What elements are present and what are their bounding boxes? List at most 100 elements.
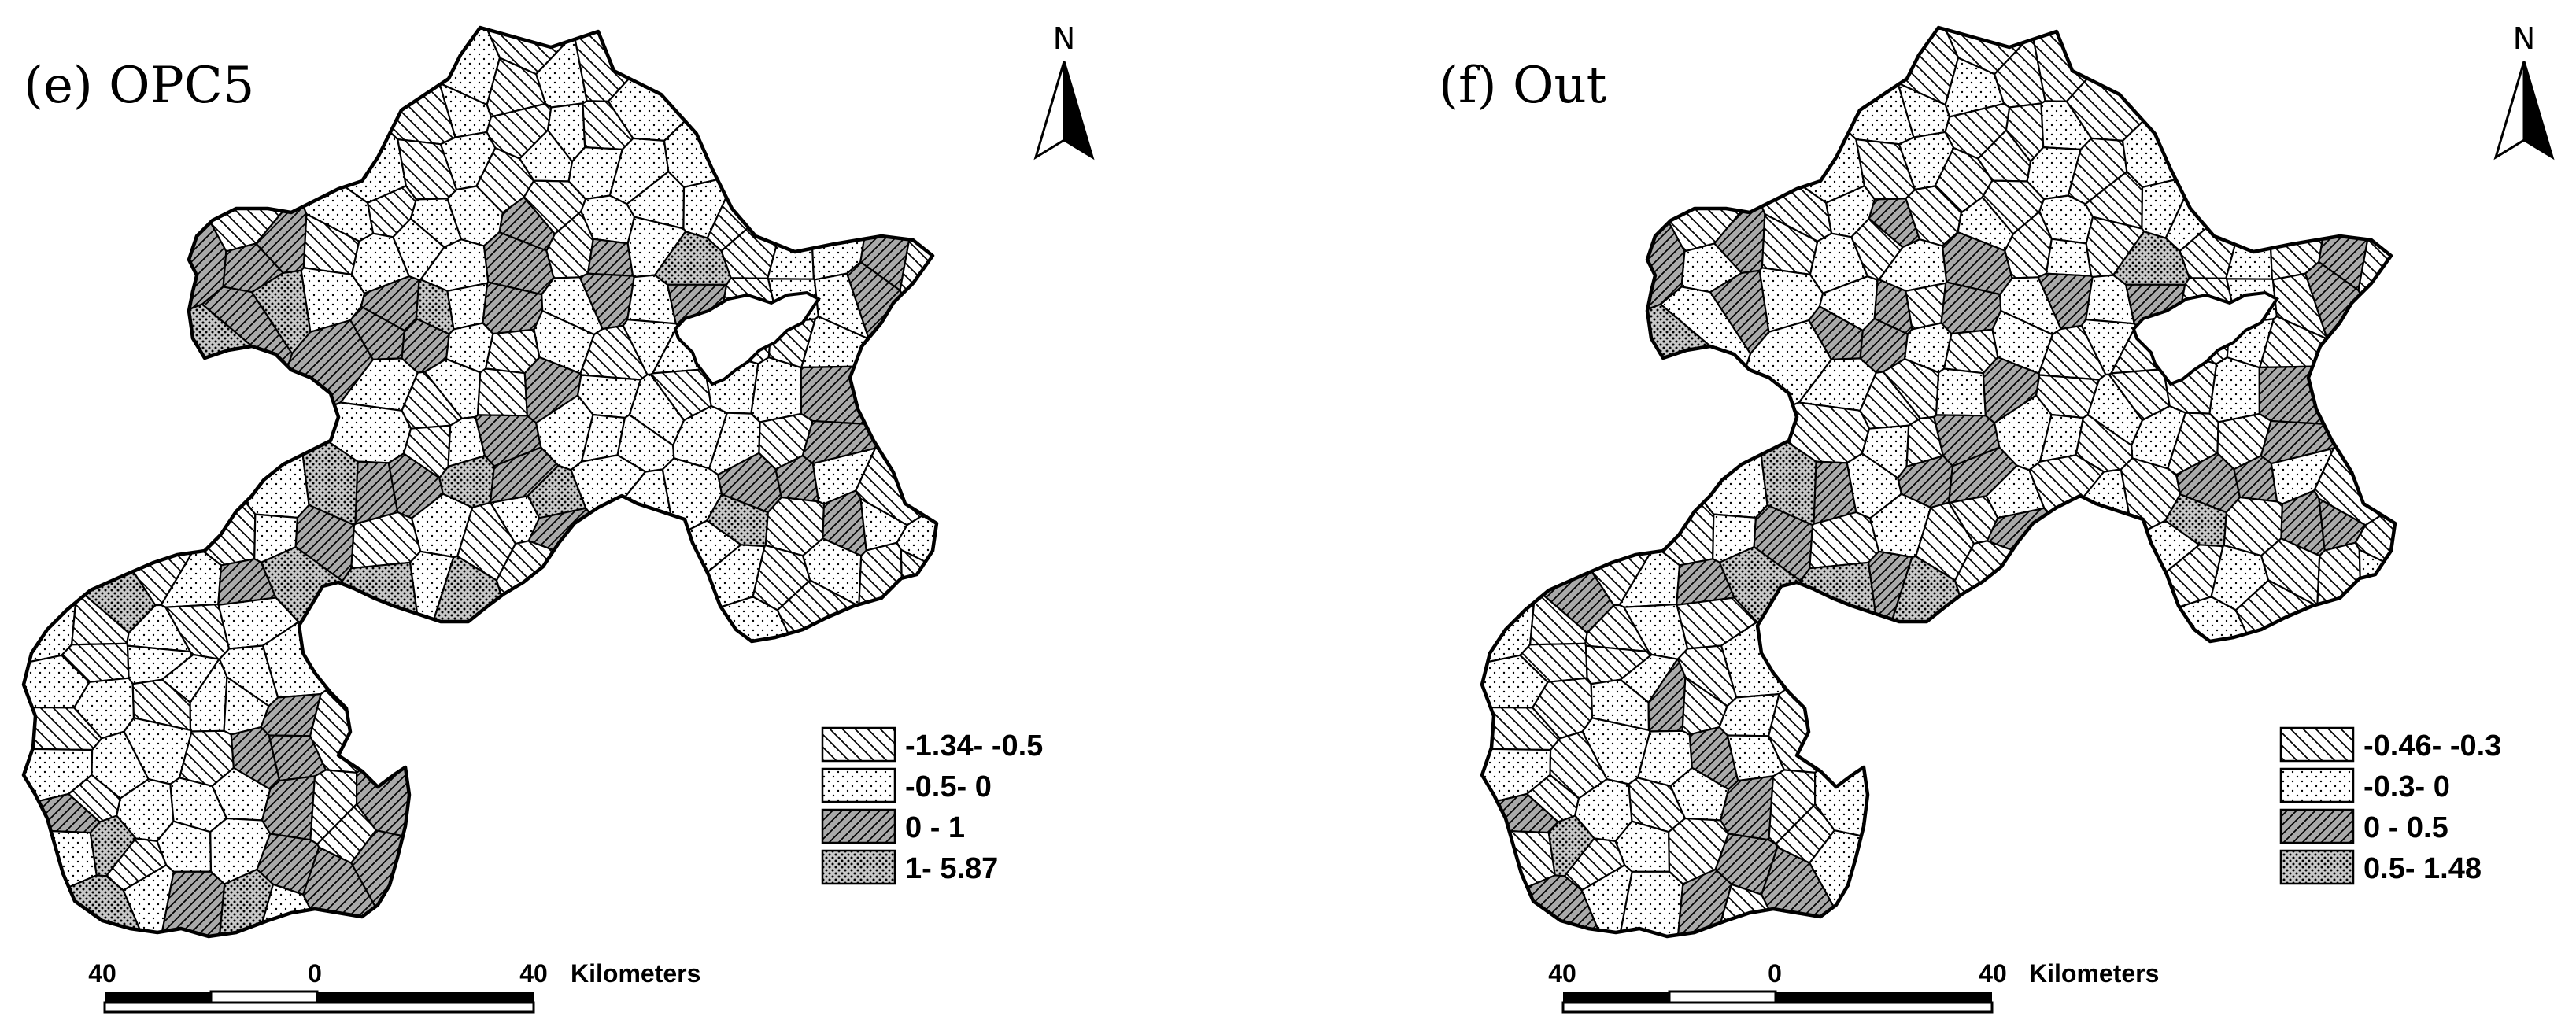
- district-region: [2045, 238, 2093, 277]
- legend-swatch: [2279, 767, 2355, 803]
- district-region: [776, 579, 918, 734]
- district-region: [1768, 659, 1909, 774]
- legend-item: 1- 5.87: [821, 849, 998, 885]
- reservoir-lake: [673, 290, 821, 386]
- district-region: [2234, 579, 2377, 734]
- legend-item: 0 - 0.5: [2279, 808, 2448, 844]
- north-arrow: N: [2493, 21, 2555, 161]
- legend-swatch: [821, 767, 896, 803]
- district-region: [855, 387, 937, 526]
- district-region: [495, 540, 635, 692]
- district-region: [1654, 412, 1768, 519]
- scale-mid-label: 0: [308, 959, 322, 988]
- scale-left-label: 40: [88, 959, 116, 988]
- district-region: [446, 282, 489, 331]
- legend-item: -1.34- -0.5: [821, 726, 1043, 763]
- legend-label: -1.34- -0.5: [905, 729, 1043, 763]
- district-region: [1905, 282, 1947, 331]
- district-region: [858, 541, 906, 695]
- north-arrow-label: N: [2513, 21, 2535, 56]
- scale-unit-label: Kilometers: [2029, 959, 2159, 988]
- scale-right-label: 40: [1979, 959, 2007, 988]
- district-region: [1602, 439, 1715, 567]
- panel-title: (e) OPC5: [24, 57, 254, 115]
- district-region: [750, 356, 802, 423]
- legend-label: -0.3- 0: [2363, 770, 2450, 803]
- district-region: [1482, 825, 1556, 936]
- map-panel-f: (f) Out N -0.46- -0.3 -0.3- 0 0 - 0.5: [1439, 21, 2555, 1014]
- district-region: [1720, 57, 1865, 204]
- legend-swatch: [821, 726, 896, 763]
- district-region: [2358, 548, 2395, 694]
- reservoir-lake: [2131, 290, 2279, 386]
- district-region: [800, 364, 937, 427]
- legend-item: -0.3- 0: [2279, 767, 2450, 803]
- legend-label: -0.46- -0.3: [2363, 729, 2501, 763]
- district-region: [1793, 561, 1883, 686]
- district-region: [2354, 436, 2395, 623]
- scale-unit-label: Kilometers: [571, 959, 700, 988]
- legend-item: -0.5- 0: [821, 767, 992, 803]
- district-region: [262, 57, 407, 204]
- district-region: [2313, 387, 2395, 526]
- study-area-boundary: [1480, 25, 2397, 939]
- district-region: [2258, 364, 2395, 427]
- district-region: [607, 28, 770, 142]
- legend-label: 1- 5.87: [905, 852, 998, 885]
- scale-mid-label: 0: [1768, 959, 1782, 988]
- legend-item: 0 - 1: [821, 808, 965, 844]
- district-region: [1482, 706, 1561, 751]
- legend-swatch: [2279, 726, 2355, 763]
- district-region: [2357, 137, 2395, 391]
- north-arrow-label: N: [1053, 21, 1075, 56]
- district-region: [706, 108, 829, 253]
- district-region: [586, 238, 634, 277]
- district-region: [2164, 108, 2287, 253]
- district-region: [1935, 367, 1987, 417]
- district-region: [314, 28, 456, 146]
- district-region: [896, 436, 937, 623]
- legend-item: -0.46- -0.3: [2279, 726, 2501, 763]
- district-region: [1482, 498, 1536, 684]
- legend-swatch: [821, 849, 896, 885]
- map-panel-e: (e) OPC5 N -1.34- -0.5 -0.5- 0 0 - 1: [21, 21, 1095, 1014]
- legend-swatch: [2279, 808, 2355, 844]
- scale-bar: 40 0 40 Kilometers: [1548, 959, 2159, 1014]
- district-region: [900, 548, 937, 694]
- district-region: [476, 367, 528, 417]
- legend-label: 0 - 1: [905, 811, 965, 844]
- district-region: [2031, 28, 2186, 102]
- district-region: [2121, 37, 2284, 188]
- district-region: [1953, 540, 2094, 692]
- scale-bar: 40 0 40 Kilometers: [88, 959, 700, 1014]
- study-area-boundary: [21, 25, 939, 939]
- legend-label: 0 - 0.5: [2363, 811, 2448, 844]
- panel-title: (f) Out: [1439, 57, 1607, 115]
- legend-swatch: [821, 808, 896, 844]
- legend-label: 0.5- 1.48: [2363, 852, 2482, 885]
- district-region: [1802, 28, 1960, 106]
- district-region: [343, 28, 501, 106]
- map-legend: -0.46- -0.3 -0.3- 0 0 - 0.5 0.5- 1.48: [2279, 726, 2501, 885]
- map-legend: -1.34- -0.5 -0.5- 0 0 - 1 1- 5.87: [821, 726, 1043, 885]
- legend-label: -0.5- 0: [905, 770, 992, 803]
- district-region: [663, 37, 826, 188]
- district-region: [2208, 356, 2260, 423]
- district-region: [144, 439, 257, 567]
- district-region: [573, 28, 728, 102]
- district-region: [309, 659, 450, 774]
- scale-right-label: 40: [519, 959, 548, 988]
- district-region: [195, 412, 310, 519]
- district-region: [1482, 654, 1549, 709]
- legend-swatch: [2279, 849, 2355, 885]
- district-region: [899, 137, 937, 391]
- district-region: [767, 162, 815, 280]
- district-region: [2065, 28, 2228, 142]
- scale-left-label: 40: [1548, 959, 1576, 988]
- district-region: [2225, 162, 2273, 280]
- district-region: [2316, 541, 2364, 695]
- district-region: [1772, 28, 1915, 146]
- legend-item: 0.5- 1.48: [2279, 849, 2482, 885]
- north-arrow: N: [1033, 21, 1095, 161]
